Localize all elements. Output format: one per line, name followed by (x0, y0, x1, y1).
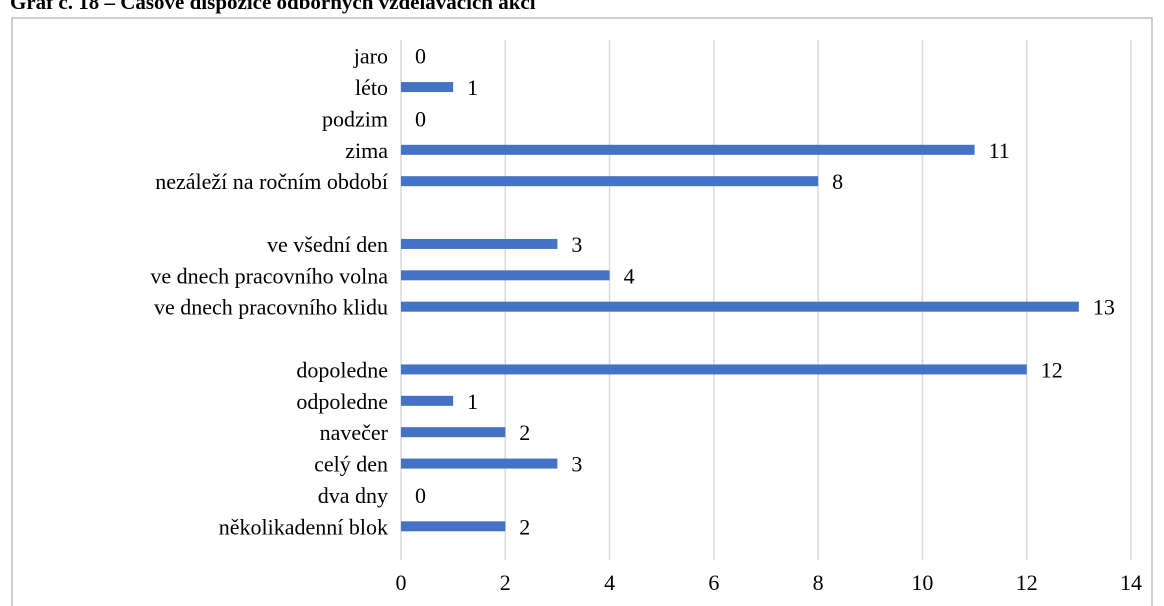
bar (401, 427, 506, 438)
y-tick-label: zima (345, 138, 388, 163)
y-tick-label: ve všední den (267, 232, 388, 257)
x-tick-label: 8 (813, 570, 824, 595)
data-label: 8 (832, 169, 843, 194)
y-tick-label: nezáleží na ročním období (155, 169, 388, 194)
bar (401, 301, 1079, 312)
x-tick-label: 6 (708, 570, 719, 595)
bar (401, 144, 975, 155)
y-tick-label: navečer (320, 420, 389, 445)
bar (401, 82, 454, 93)
chart-border (11, 17, 1153, 606)
bar (401, 458, 558, 469)
y-tick-label: ve dnech pracovního volna (150, 263, 388, 288)
x-tick-label: 4 (604, 570, 615, 595)
data-label: 12 (1041, 357, 1063, 382)
bar (401, 364, 1027, 375)
y-tick-label: několikadenní blok (219, 514, 388, 539)
bar (401, 395, 454, 406)
data-label: 11 (989, 138, 1010, 163)
x-tick-label: 10 (911, 570, 933, 595)
data-label: 3 (571, 452, 582, 477)
bar (401, 270, 610, 281)
x-tick-label: 0 (396, 570, 407, 595)
data-label: 0 (415, 483, 426, 508)
y-tick-label: podzim (322, 106, 388, 131)
chart-title: Graf č. 18 – Časové dispozice odborných … (10, 0, 537, 14)
y-tick-label: odpoledne (296, 389, 388, 414)
x-tick-label: 12 (1016, 570, 1038, 595)
y-tick-label: léto (355, 75, 388, 100)
y-tick-label: dva dny (318, 483, 388, 508)
data-label: 1 (467, 75, 478, 100)
data-label: 3 (571, 232, 582, 257)
data-label: 1 (467, 389, 478, 414)
y-tick-label: jaro (353, 44, 388, 69)
x-tick-label: 2 (500, 570, 511, 595)
x-tick-label: 14 (1120, 570, 1142, 595)
y-tick-label: dopoledne (296, 357, 388, 382)
data-label: 0 (415, 44, 426, 69)
data-label: 2 (519, 420, 530, 445)
data-label: 4 (624, 263, 635, 288)
data-label: 0 (415, 106, 426, 131)
bar (401, 176, 819, 187)
data-label: 13 (1093, 295, 1115, 320)
data-label: 2 (519, 514, 530, 539)
y-tick-label: ve dnech pracovního klidu (154, 295, 388, 320)
bar (401, 238, 558, 249)
bar (401, 521, 506, 532)
y-tick-label: celý den (314, 452, 388, 477)
